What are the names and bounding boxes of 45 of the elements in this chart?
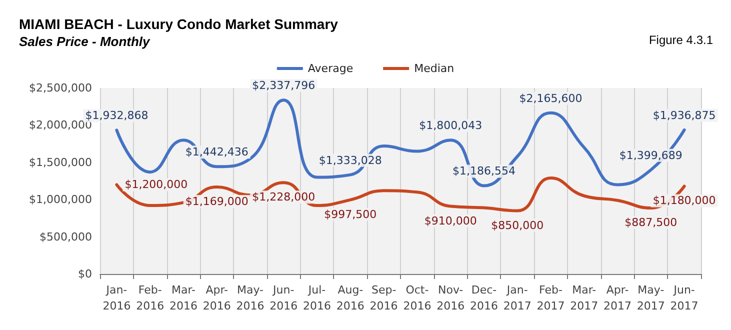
x-tick-label: Nov- 2016 — [436, 284, 465, 312]
data-label: $1,228,000 — [252, 190, 316, 204]
data-label: $850,000 — [491, 218, 544, 232]
legend-label: Median — [414, 62, 454, 75]
y-tick-label: $0 — [78, 268, 92, 280]
data-label: $1,200,000 — [124, 178, 188, 192]
data-label: $2,337,796 — [252, 79, 316, 92]
x-tick-label: Jun- 2017 — [670, 284, 698, 312]
data-label: $1,399,689 — [619, 148, 682, 162]
x-tick-label: Jan- 2016 — [102, 284, 131, 312]
x-tick-label: Mar- 2017 — [570, 284, 598, 312]
data-label: $997,500 — [324, 208, 377, 221]
x-tick-label: Feb- 2017 — [536, 284, 565, 312]
x-tick-label: Jul- 2016 — [303, 284, 332, 312]
chart-subtitle: Sales Price - Monthly — [19, 34, 151, 49]
x-tick-label: Jun- 2016 — [270, 284, 298, 312]
data-label: $887,500 — [624, 216, 678, 229]
x-tick-label: Mar- 2016 — [169, 284, 198, 312]
x-tick-label: Feb- 2016 — [136, 284, 164, 312]
x-tick-label: Sep- 2016 — [370, 284, 398, 312]
y-tick-label: $2,500,000 — [29, 82, 92, 94]
data-label: $1,932,868 — [85, 109, 148, 122]
x-tick-label: Jan- 2017 — [503, 284, 532, 312]
y-tick-label: $1,500,000 — [29, 156, 92, 169]
data-label: $1,800,043 — [419, 119, 482, 132]
data-label: $1,442,436 — [185, 146, 248, 159]
x-tick-label: Oct- 2016 — [403, 284, 432, 312]
y-tick-label: $500,000 — [40, 230, 92, 244]
data-label: $1,333,028 — [318, 154, 382, 167]
x-tick-label: May- 2017 — [636, 284, 665, 312]
x-tick-label: Apr- 2017 — [604, 284, 632, 312]
data-label: $1,186,554 — [452, 164, 516, 178]
data-label: $1,180,000 — [652, 194, 716, 208]
x-tick-label: Dec- 2016 — [470, 284, 498, 312]
data-label: $910,000 — [424, 214, 477, 228]
caption: Figure 4.3.1 — [648, 33, 714, 47]
y-tick-label: $1,000,000 — [29, 193, 92, 206]
data-label: $1,169,000 — [185, 195, 248, 208]
legend-label: Average — [308, 62, 354, 75]
data-label: $2,165,600 — [519, 92, 582, 105]
data-label: $1,936,875 — [652, 108, 716, 122]
x-tick-label: May- 2016 — [236, 284, 264, 312]
x-tick-label: Apr- 2016 — [202, 284, 231, 312]
chart-title: MIAMI BEACH - Luxury Condo Market Summary — [19, 16, 338, 32]
x-tick-label: Aug- 2016 — [336, 284, 364, 312]
